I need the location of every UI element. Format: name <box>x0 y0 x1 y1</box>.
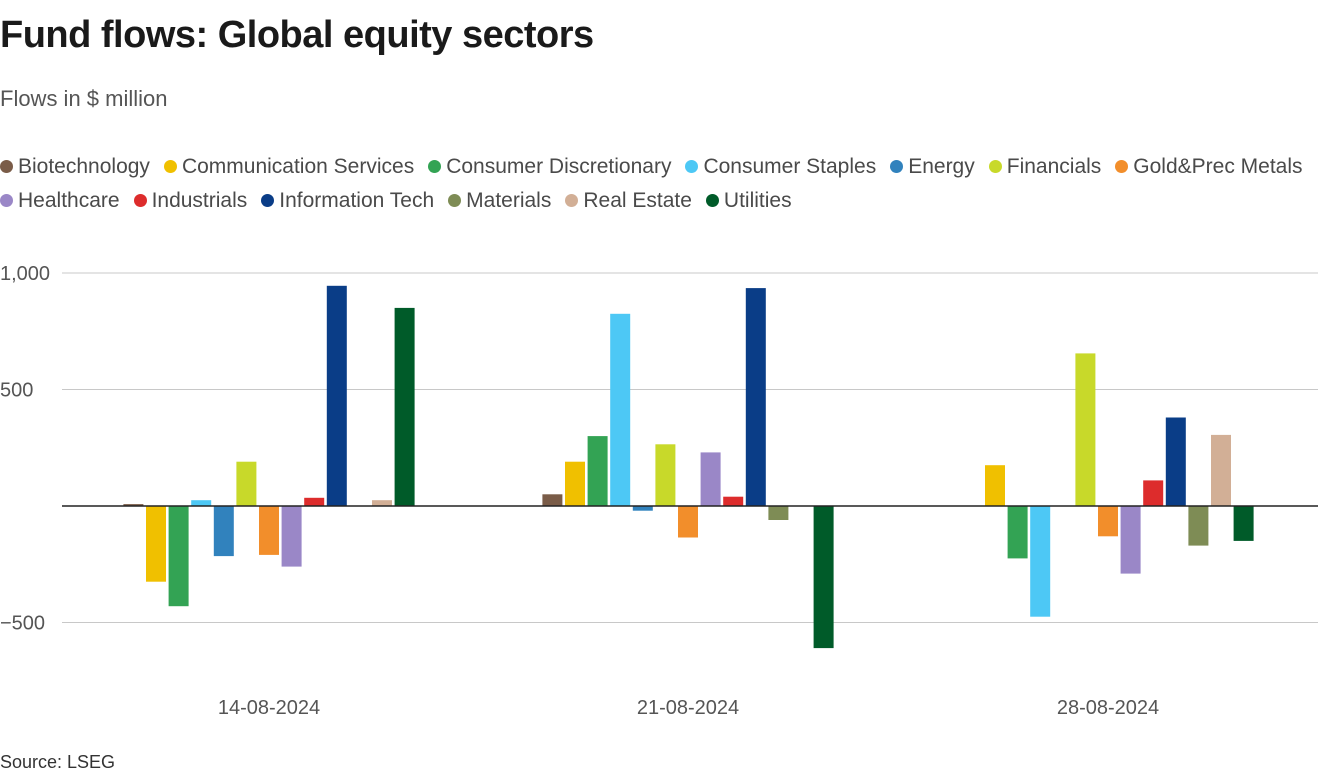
bar <box>542 494 563 506</box>
bar <box>678 506 698 538</box>
bar <box>610 313 631 506</box>
bar <box>372 500 392 506</box>
legend-swatch <box>1115 160 1129 173</box>
x-tick-label: 28-08-2024 <box>1057 697 1159 719</box>
bar <box>655 444 676 506</box>
bar <box>745 288 766 506</box>
bar <box>1075 353 1096 506</box>
bar <box>236 461 257 506</box>
legend-item: Gold&Prec Metals <box>1115 150 1303 184</box>
bar <box>985 465 1005 506</box>
legend-swatch <box>890 160 904 173</box>
bar <box>168 506 189 607</box>
legend-label: Communication Services <box>181 155 415 178</box>
legend-item: Energy <box>890 150 975 184</box>
bar <box>632 506 653 511</box>
legend-item: Industrials <box>133 184 248 218</box>
bar <box>1007 506 1028 559</box>
legend-swatch <box>261 194 275 207</box>
legend-swatch <box>428 160 442 173</box>
legend-item: Materials <box>448 184 551 218</box>
legend-item: Biotechnology <box>0 150 150 184</box>
legend-item: Consumer Staples <box>685 150 876 184</box>
legend-label: Industrials <box>151 189 248 212</box>
legend-label: Real Estate <box>583 189 692 212</box>
legend-label: Biotechnology <box>18 155 150 178</box>
bar <box>565 461 585 506</box>
legend-swatch <box>133 194 147 207</box>
bar <box>259 506 279 555</box>
legend-item: Information Tech <box>261 184 434 218</box>
legend-swatch <box>0 194 13 207</box>
bar <box>281 506 302 567</box>
legend-item: Consumer Discretionary <box>428 150 671 184</box>
legend-label: Consumer Staples <box>703 155 877 178</box>
bar <box>1098 506 1118 537</box>
y-tick-label: −500 <box>0 613 45 635</box>
y-tick-label: 1,000 <box>0 263 50 285</box>
legend-swatch <box>448 194 462 207</box>
bar <box>1143 480 1164 506</box>
bar <box>326 285 347 506</box>
legend-swatch <box>685 160 699 173</box>
legend-label: Financials <box>1006 155 1102 178</box>
legend-swatch <box>705 194 719 207</box>
legend-swatch <box>163 160 177 173</box>
bar-chart: 1,000 500 −500 14-08-2024 21-08-2024 28-08-20… <box>0 263 1318 719</box>
bar <box>123 504 144 506</box>
bar <box>768 506 789 520</box>
legend-swatch <box>0 160 13 173</box>
bar <box>1165 417 1186 506</box>
legend-label: Consumer Discretionary <box>446 155 672 178</box>
bar <box>700 452 721 506</box>
bar <box>304 497 325 506</box>
legend-label: Materials <box>466 189 552 212</box>
legend-item: Financials <box>988 150 1102 184</box>
bar <box>394 307 415 506</box>
bar <box>1030 506 1051 617</box>
chart-title: Fund flows: Global equity sectors <box>0 14 594 56</box>
legend-swatch <box>565 194 579 207</box>
bar <box>587 436 608 506</box>
legend-item: Utilities <box>705 184 792 218</box>
y-tick-label: 500 <box>0 380 33 402</box>
legend-item: Communication Services <box>163 150 415 184</box>
bar <box>191 500 212 506</box>
chart-subtitle: Flows in $ million <box>0 86 168 111</box>
legend-item: Real Estate <box>565 184 692 218</box>
bar <box>146 506 166 582</box>
x-tick-label: 14-08-2024 <box>218 697 320 719</box>
legend-item: Healthcare <box>0 184 120 218</box>
legend-label: Gold&Prec Metals <box>1133 155 1303 178</box>
chart-legend: Biotechnology Communication Services Consu… <box>0 150 1318 218</box>
legend-label: Healthcare <box>18 189 120 212</box>
legend-swatch <box>988 160 1002 173</box>
source-note: Source: LSEG <box>0 752 116 772</box>
bar <box>1120 506 1141 574</box>
x-tick-label: 21-08-2024 <box>637 697 739 719</box>
bar <box>1188 506 1209 546</box>
bar <box>723 496 744 506</box>
legend-label: Information Tech <box>279 189 435 212</box>
bar <box>1233 506 1254 541</box>
bar <box>1211 434 1231 506</box>
legend-label: Energy <box>908 155 975 178</box>
bar <box>213 506 234 557</box>
bar <box>813 506 834 649</box>
legend-label: Utilities <box>723 189 792 212</box>
